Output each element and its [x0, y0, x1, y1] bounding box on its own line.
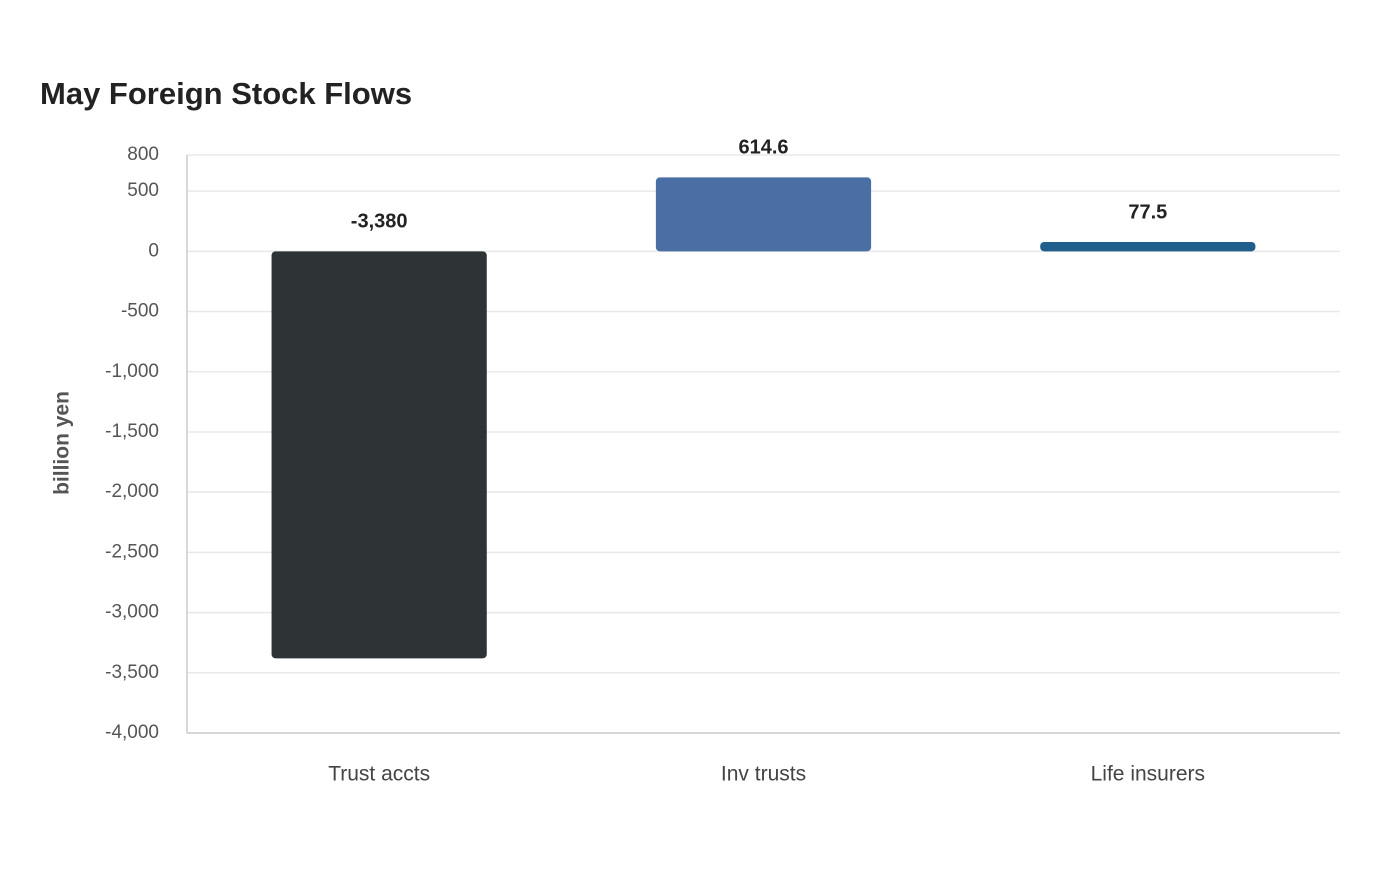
y-tick-label: -3,000: [105, 602, 159, 623]
y-tick-label: -1,000: [105, 361, 159, 382]
y-tick-label: 500: [127, 180, 159, 201]
x-tick-label: Life insurers: [1091, 763, 1205, 786]
y-tick-label: -2,000: [105, 481, 159, 502]
x-tick-label: Trust accts: [328, 763, 430, 786]
bar: [1040, 242, 1256, 252]
chart-title: May Foreign Stock Flows: [40, 76, 412, 111]
value-label: 77.5: [1128, 201, 1167, 223]
y-tick-label: -4,000: [105, 722, 159, 743]
y-tick-label: -3,500: [105, 662, 159, 683]
y-tick-label: 800: [127, 144, 159, 165]
y-tick-label: -1,500: [105, 421, 159, 442]
bar: [655, 177, 872, 252]
bar: [271, 251, 487, 659]
y-tick-label: -2,500: [105, 541, 159, 562]
y-tick-label: 0: [148, 240, 159, 261]
y-tick-label: -500: [121, 301, 159, 322]
value-label: -3,380: [351, 211, 408, 233]
y-axis-label: billion yen: [51, 391, 74, 495]
value-label: 614.6: [738, 137, 788, 159]
x-tick-label: Inv trusts: [721, 763, 806, 786]
